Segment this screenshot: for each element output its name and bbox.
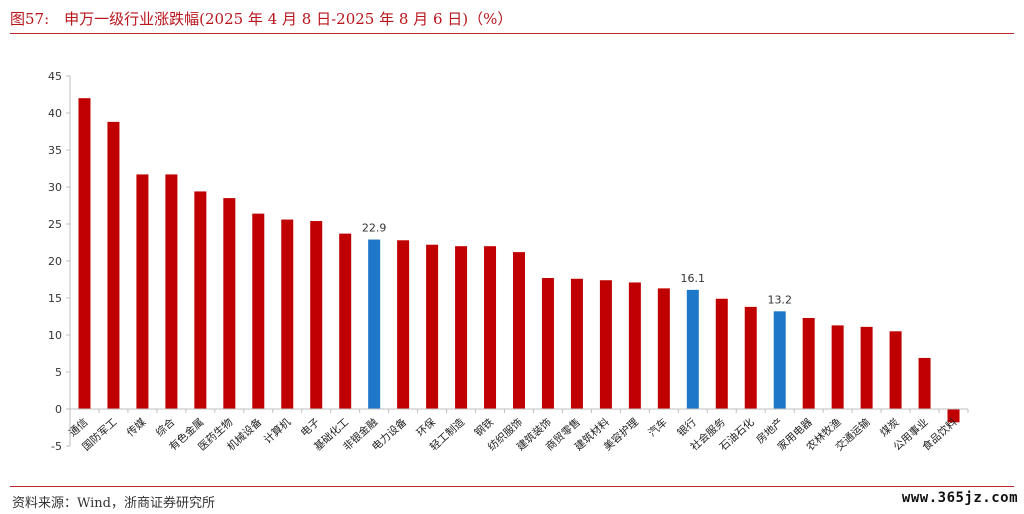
y-tick-label: 0 bbox=[55, 403, 62, 416]
bar-18 bbox=[599, 280, 612, 409]
y-tick-label: 10 bbox=[48, 329, 62, 342]
bar-29 bbox=[918, 357, 931, 409]
bar-17 bbox=[570, 278, 583, 409]
bar-14 bbox=[484, 246, 497, 409]
bar-30 bbox=[947, 409, 960, 423]
bar-0 bbox=[78, 98, 91, 409]
bar-5 bbox=[223, 198, 236, 409]
x-category-label: 综合 bbox=[153, 415, 178, 439]
bar-4 bbox=[194, 191, 207, 409]
source-note: 资料来源：Wind，浙商证券研究所 bbox=[12, 496, 215, 511]
y-tick-label: 45 bbox=[48, 70, 62, 83]
bar-12 bbox=[426, 244, 439, 409]
bar-25 bbox=[802, 317, 815, 409]
bar-7 bbox=[281, 219, 294, 409]
y-tick-label: 40 bbox=[48, 107, 62, 120]
bar-24 bbox=[773, 311, 786, 409]
bar-11 bbox=[397, 240, 410, 409]
bar-3 bbox=[165, 174, 178, 409]
x-category-label: 汽车 bbox=[646, 416, 670, 440]
y-tick-label: 5 bbox=[55, 366, 62, 379]
bar-15 bbox=[513, 252, 525, 409]
watermark-text: www.365jz.com bbox=[901, 490, 1018, 506]
bar-8 bbox=[310, 221, 323, 409]
bar-16 bbox=[541, 278, 554, 409]
y-tick-label: 30 bbox=[48, 181, 62, 194]
bar-1 bbox=[107, 121, 120, 409]
x-category-label: 传媒 bbox=[124, 415, 149, 439]
y-tick-label: 35 bbox=[48, 144, 62, 157]
y-tick-label: 25 bbox=[48, 218, 62, 231]
bar-20 bbox=[657, 288, 670, 409]
data-label: 13.2 bbox=[767, 293, 792, 306]
x-category-label: 煤炭 bbox=[877, 415, 902, 439]
x-category-label: 钢铁 bbox=[472, 415, 497, 439]
y-tick-label: 15 bbox=[48, 292, 62, 305]
title-divider bbox=[10, 33, 1014, 34]
y-tick-label: -5 bbox=[51, 440, 62, 453]
y-tick-label: 20 bbox=[48, 255, 62, 268]
bar-6 bbox=[252, 213, 265, 409]
bar-27 bbox=[860, 326, 873, 409]
bar-23 bbox=[744, 306, 757, 409]
x-category-label: 计算机 bbox=[261, 415, 293, 446]
data-label: 22.9 bbox=[362, 222, 387, 235]
footer-divider bbox=[10, 486, 1014, 487]
x-category-label: 银行 bbox=[675, 415, 700, 439]
x-category-label: 环保 bbox=[414, 415, 439, 439]
bar-26 bbox=[831, 325, 844, 409]
data-label: 16.1 bbox=[681, 272, 706, 285]
bar-10 bbox=[368, 239, 381, 409]
x-category-label: 电子 bbox=[298, 416, 322, 440]
bar-13 bbox=[455, 246, 468, 409]
figure-title: 图57: 申万一级行业涨跌幅(2025 年 4 月 8 日-2025 年 8 月… bbox=[10, 10, 513, 28]
bar-19 bbox=[628, 282, 641, 409]
bar-22 bbox=[715, 298, 728, 409]
bar-21 bbox=[686, 289, 699, 409]
bar-9 bbox=[339, 233, 352, 409]
bar-2 bbox=[136, 174, 149, 409]
bar-28 bbox=[889, 331, 902, 409]
